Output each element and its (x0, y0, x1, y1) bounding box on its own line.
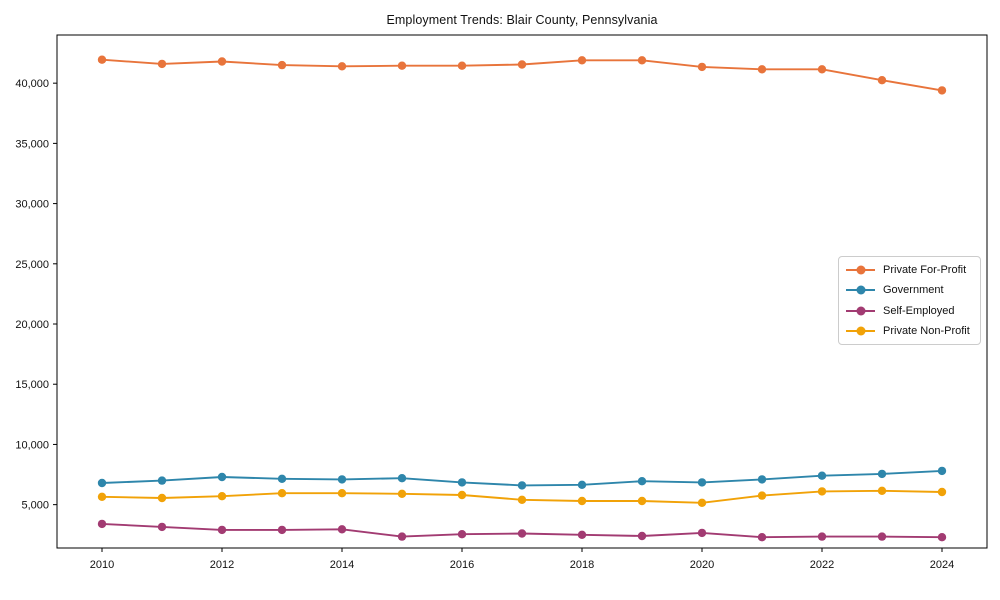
data-point-private-for-profit (697, 62, 707, 72)
data-point-self-employed (877, 532, 887, 541)
data-point-private-for-profit (337, 62, 347, 71)
data-point-self-employed (397, 532, 407, 541)
data-point-private-non-profit (877, 486, 887, 495)
plot-frame (56, 34, 988, 549)
legend: Private For-Profit Government Self-Emplo… (838, 256, 981, 345)
data-point-self-employed (337, 525, 347, 534)
data-point-private-for-profit (817, 65, 827, 74)
data-point-government (817, 471, 827, 480)
data-point-private-for-profit (277, 60, 287, 70)
x-tick-label: 2016 (450, 559, 474, 571)
data-point-self-employed (697, 528, 707, 538)
legend-label: Private For-Profit (883, 264, 967, 277)
x-tick-label: 2018 (570, 559, 594, 571)
data-point-self-employed (277, 525, 287, 535)
data-point-government (697, 478, 707, 487)
data-point-self-employed (517, 529, 527, 538)
data-point-private-non-profit (757, 491, 767, 500)
data-point-government (457, 478, 467, 487)
data-point-private-for-profit (577, 56, 587, 65)
x-tick-label: 2022 (810, 559, 834, 571)
legend-item: Self-Employed (846, 301, 973, 321)
x-tick-label: 2012 (210, 559, 234, 571)
y-tick-label: 15,000 (15, 379, 49, 391)
data-point-government (157, 476, 167, 485)
y-tick-label: 30,000 (15, 199, 49, 211)
data-point-private-non-profit (217, 492, 227, 501)
data-point-government (337, 475, 347, 484)
data-point-government (757, 475, 767, 484)
data-point-private-for-profit (937, 86, 947, 95)
data-point-private-for-profit (397, 61, 407, 70)
data-point-private-non-profit (97, 492, 107, 501)
data-point-government (277, 474, 287, 483)
y-tick-label: 40,000 (15, 78, 49, 90)
chart-title: Employment Trends: Blair County, Pennsyl… (386, 13, 658, 27)
data-point-government (937, 466, 947, 476)
data-point-government (517, 481, 527, 490)
data-point-private-for-profit (97, 55, 107, 64)
legend-line-dot-icon (846, 265, 875, 276)
legend-item: Private For-Profit (846, 260, 973, 280)
y-tick-label: 20,000 (15, 319, 49, 331)
data-point-private-for-profit (637, 56, 647, 65)
data-point-self-employed (577, 530, 587, 539)
legend-line-dot-icon (846, 285, 875, 296)
data-point-private-non-profit (637, 496, 647, 506)
x-tick-label: 2010 (90, 559, 114, 571)
data-point-self-employed (217, 525, 227, 535)
data-point-private-non-profit (397, 489, 407, 498)
data-point-government (397, 474, 407, 483)
data-point-private-for-profit (157, 59, 167, 69)
legend-label: Government (883, 284, 944, 297)
legend-label: Self-Employed (883, 304, 955, 317)
legend-line-dot-icon (846, 305, 875, 316)
data-point-private-for-profit (517, 60, 527, 69)
x-tick-label: 2014 (330, 559, 354, 571)
data-point-private-for-profit (757, 65, 767, 74)
data-point-self-employed (817, 532, 827, 541)
data-point-private-for-profit (217, 57, 227, 66)
data-point-government (877, 469, 887, 479)
x-tick-label: 2024 (930, 559, 954, 571)
data-point-private-non-profit (817, 487, 827, 496)
y-tick-label: 5,000 (21, 500, 49, 512)
data-point-private-non-profit (337, 489, 347, 498)
legend-label: Private Non-Profit (883, 324, 970, 337)
data-point-private-non-profit (517, 495, 527, 504)
y-tick-label: 25,000 (15, 259, 49, 271)
data-point-government (97, 478, 107, 488)
data-point-government (637, 477, 647, 486)
data-point-private-non-profit (157, 493, 167, 503)
x-tick-label: 2020 (690, 559, 714, 571)
y-tick-label: 35,000 (15, 138, 49, 150)
data-point-self-employed (97, 519, 107, 529)
legend-item: Government (846, 280, 973, 300)
data-point-private-non-profit (697, 498, 707, 507)
legend-item: Private Non-Profit (846, 321, 973, 341)
y-tick-label: 10,000 (15, 439, 49, 451)
data-point-private-non-profit (937, 487, 947, 497)
data-point-private-for-profit (877, 76, 887, 85)
data-point-self-employed (157, 522, 167, 532)
data-point-self-employed (457, 530, 467, 539)
data-point-private-non-profit (277, 489, 287, 498)
data-point-private-non-profit (457, 490, 467, 500)
data-point-self-employed (757, 533, 767, 542)
legend-line-dot-icon (846, 325, 875, 336)
data-point-self-employed (637, 531, 647, 541)
data-point-self-employed (937, 533, 947, 542)
data-point-private-for-profit (457, 61, 467, 70)
data-point-government (577, 480, 587, 489)
data-point-government (217, 472, 227, 482)
data-point-private-non-profit (577, 496, 587, 506)
